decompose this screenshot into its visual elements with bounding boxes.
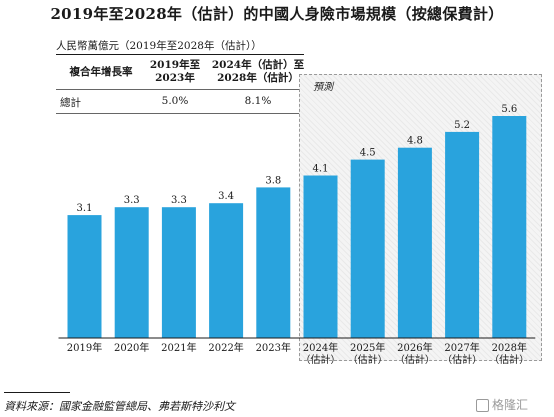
x-tick-label-3: 2022年 — [208, 341, 243, 354]
watermark-logo-icon — [476, 399, 489, 412]
data-label-6: 4.5 — [360, 148, 376, 159]
bar-4 — [256, 187, 291, 338]
bar-1 — [114, 207, 149, 338]
data-label-1: 3.3 — [124, 195, 140, 206]
bar-7 — [397, 147, 432, 338]
source-note: 資料來源：國家金融監管總局、弗若斯特沙利文 — [4, 400, 235, 413]
cagr-row-label: 總計 — [60, 97, 81, 109]
data-label-9: 5.6 — [501, 104, 517, 115]
x-tick-label-6-line2: （估計） — [348, 353, 388, 366]
data-label-5: 4.1 — [313, 164, 329, 175]
x-tick-label-8-line2: （估計） — [442, 353, 482, 366]
x-tick-label-9-line2: （估計） — [489, 353, 529, 366]
watermark-text: 格隆汇 — [492, 398, 529, 412]
x-tick-label-4: 2023年 — [256, 341, 291, 354]
bar-3 — [209, 203, 244, 338]
x-tick-label-9: 2028年 — [492, 341, 527, 354]
table-bottom-rule — [56, 113, 304, 114]
unit-label: 人民幣萬億元（2019年至2028年（估計）） — [56, 40, 262, 52]
chart-title: 2019年至2028年（估計）的中國人身險市場規模（按總保費計） — [50, 5, 504, 23]
data-label-7: 4.8 — [407, 136, 423, 147]
bar-8 — [445, 131, 480, 338]
x-tick-label-2: 2021年 — [161, 341, 196, 354]
x-tick-label-5: 2024年 — [303, 341, 338, 354]
cagr-value-2: 8.1% — [244, 95, 272, 107]
data-label-2: 3.3 — [171, 195, 187, 206]
bar-0 — [67, 215, 102, 338]
table-top-rule — [56, 54, 304, 55]
x-tick-label-7-line2: （估計） — [395, 353, 435, 366]
source-rule — [4, 392, 70, 393]
bar-6 — [350, 159, 385, 338]
cagr-value-1: 5.0% — [161, 95, 189, 107]
cagr-col2-line2: 2028年（估計） — [217, 72, 299, 84]
x-tick-label-0: 2019年 — [67, 341, 102, 354]
bar-9 — [492, 116, 527, 338]
watermark: 格隆汇 — [476, 396, 528, 413]
table-mid-rule — [56, 89, 304, 90]
cagr-col1-line1: 2019年至 — [149, 59, 201, 71]
cagr-col1-header: 2019年至 2023年 — [140, 59, 210, 85]
x-tick-label-8: 2027年 — [444, 341, 479, 354]
data-label-3: 3.4 — [218, 191, 234, 202]
cagr-col2-header: 2024年（估計）至 2028年（估計） — [208, 59, 308, 85]
bar-2 — [161, 207, 196, 338]
data-label-8: 5.2 — [454, 120, 470, 131]
forecast-label: 預測 — [313, 82, 333, 93]
data-label-4: 3.8 — [265, 175, 281, 186]
cagr-col1-line2: 2023年 — [155, 72, 195, 84]
x-tick-label-1: 2020年 — [114, 341, 149, 354]
cagr-row-header: 複合年增長率 — [69, 66, 133, 78]
x-tick-label-6: 2025年 — [350, 341, 385, 354]
cagr-col2-line1: 2024年（估計）至 — [211, 59, 305, 71]
bar-5 — [303, 175, 338, 338]
x-tick-label-5-line2: （估計） — [301, 353, 341, 366]
x-tick-label-7: 2026年 — [397, 341, 432, 354]
data-label-0: 3.1 — [77, 203, 93, 214]
